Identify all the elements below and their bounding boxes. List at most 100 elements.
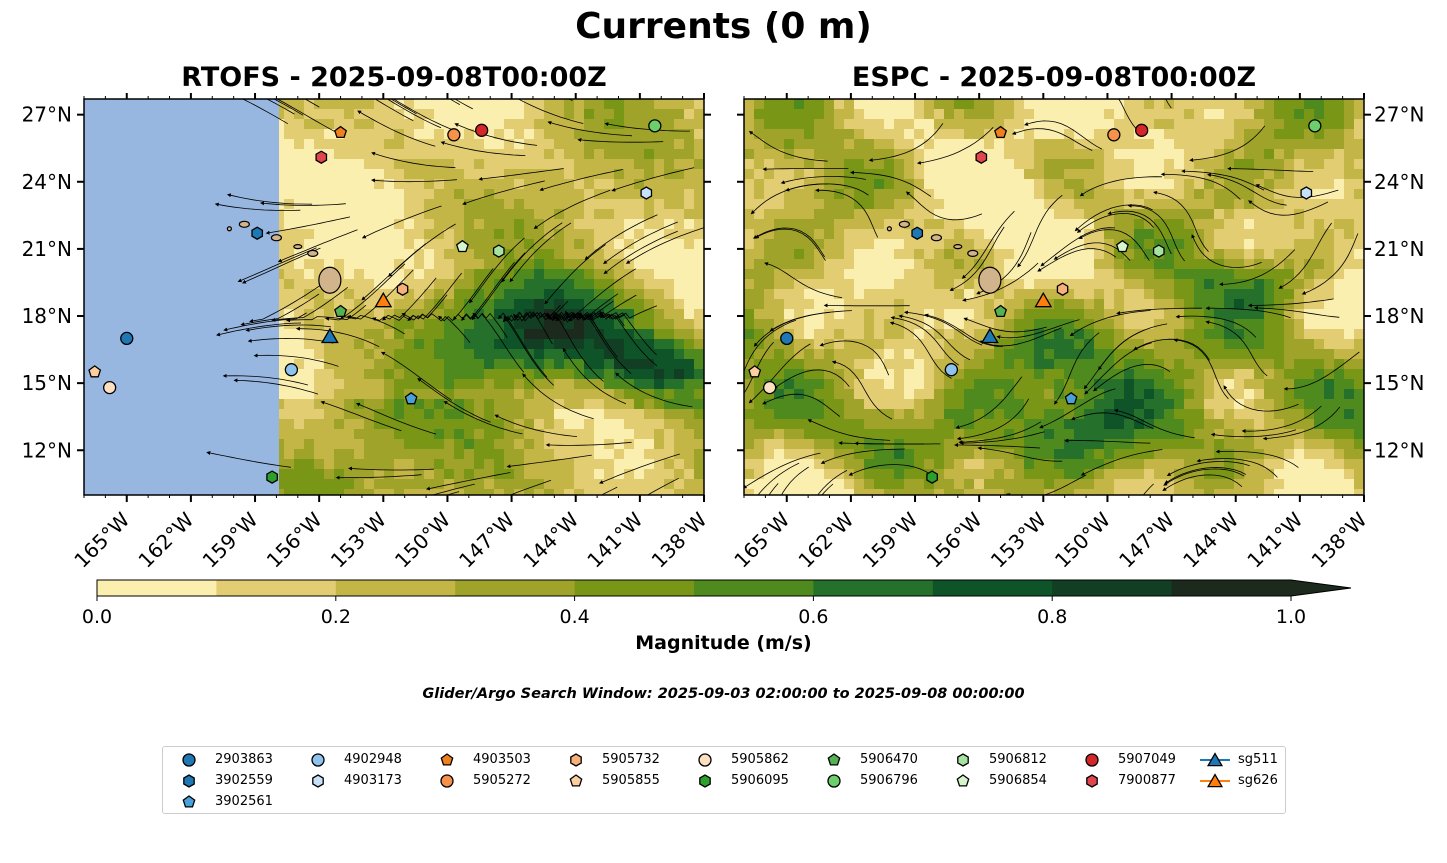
rtofs-lon-tick-label: 156°W bbox=[262, 507, 327, 572]
rtofs-lon-tick-label: 153°W bbox=[326, 507, 391, 572]
colorbar-segment bbox=[97, 580, 217, 596]
platform-marker-5905862 bbox=[763, 380, 777, 395]
legend-label: 5906812 bbox=[989, 752, 1047, 767]
platform-marker-4903173 bbox=[1300, 186, 1313, 200]
legend-label: 5906796 bbox=[860, 773, 918, 788]
search-window-text: Glider/Argo Search Window: 2025-09-03 02… bbox=[422, 686, 1025, 702]
hexagon-marker-icon bbox=[183, 774, 195, 788]
colorbar-segment bbox=[694, 580, 814, 596]
colorbar-tick-label: 0.0 bbox=[82, 606, 112, 628]
rtofs-lat-tick-label: 21°N bbox=[22, 237, 72, 261]
colorbar: 0.0 0.2 0.4 0.6 0.8 1.0 bbox=[82, 579, 1352, 628]
pentagon-marker-icon bbox=[827, 753, 841, 766]
espc-lon-tick-label: 138°W bbox=[1307, 507, 1372, 572]
legend-label: 5907049 bbox=[1118, 752, 1176, 767]
espc-lon-tick-label: 165°W bbox=[729, 507, 794, 572]
legend-label: 5905732 bbox=[602, 752, 660, 767]
colorbar-tick-label: 1.0 bbox=[1276, 606, 1306, 628]
legend-label: 3902561 bbox=[215, 794, 273, 809]
triangle-marker-icon bbox=[1200, 773, 1230, 788]
platform-marker-5906812 bbox=[492, 244, 505, 258]
hexagon-marker-icon bbox=[699, 774, 711, 788]
espc-streamlines bbox=[744, 99, 1360, 495]
platform-marker-4903173 bbox=[640, 186, 653, 200]
rtofs-map-panel: 165°W 162°W 159°W 156°W 153°W 150°W 147°W 144°W… bbox=[22, 93, 712, 573]
platform-marker-5906095 bbox=[266, 470, 278, 484]
colorbar-segment bbox=[455, 580, 576, 596]
platform-marker-sg626 bbox=[374, 291, 393, 308]
pentagon-marker-icon bbox=[182, 795, 196, 808]
legend-label: sg511 bbox=[1238, 752, 1278, 767]
legend-label: 4902948 bbox=[344, 752, 402, 767]
platform-marker-5905272 bbox=[447, 128, 461, 142]
platform-marker-5907049 bbox=[1135, 123, 1149, 137]
colorbar-segment bbox=[1052, 580, 1173, 596]
colorbar-segment bbox=[574, 580, 695, 596]
legend-label: 5905855 bbox=[602, 773, 660, 788]
colorbar-segment bbox=[1171, 580, 1292, 596]
espc-lat-tick-label: 12°N bbox=[1374, 438, 1424, 462]
legend-label: 5906095 bbox=[731, 773, 789, 788]
rtofs-panel-title: RTOFS - 2025-09-08T00:00Z bbox=[181, 62, 607, 93]
map-figure: 165°W 162°W 159°W 156°W 153°W 150°W 147°W 144°W… bbox=[22, 93, 1424, 628]
espc-lon-tick-label: 141°W bbox=[1242, 507, 1307, 572]
legend-label: 4903173 bbox=[344, 773, 402, 788]
platform-marker-5905855 bbox=[748, 365, 762, 378]
platform-marker-5905732 bbox=[396, 282, 409, 296]
platform-marker-7900877 bbox=[975, 150, 988, 164]
espc-lon-tick-label: 147°W bbox=[1114, 507, 1179, 572]
circle-marker-icon bbox=[182, 753, 196, 767]
rtofs-lat-tick-label: 12°N bbox=[22, 438, 72, 462]
platform-marker-5906854 bbox=[455, 239, 469, 253]
platform-marker-3902559 bbox=[251, 226, 264, 240]
espc-lon-tick-label: 150°W bbox=[1050, 507, 1115, 572]
espc-map-panel: 165°W 162°W 159°W 156°W 153°W 150°W 147°W 144°W… bbox=[729, 93, 1424, 573]
legend-label: 4903503 bbox=[473, 752, 531, 767]
legend-label: 5906470 bbox=[860, 752, 918, 767]
colorbar-segment bbox=[813, 580, 934, 596]
platform-marker-5906854 bbox=[1115, 239, 1129, 253]
platform-marker-5906812 bbox=[1152, 244, 1165, 258]
circle-marker-icon bbox=[311, 753, 325, 767]
platform-marker-5906095 bbox=[926, 470, 938, 484]
platform-marker-2903863 bbox=[780, 331, 794, 346]
rtofs-lon-tick-label: 165°W bbox=[69, 507, 134, 572]
hexagon-marker-icon bbox=[570, 753, 582, 767]
rtofs-lat-tick-label: 18°N bbox=[22, 304, 72, 328]
platform-marker-5905272 bbox=[1107, 128, 1121, 142]
platform-marker-7900877 bbox=[315, 150, 328, 164]
colorbar-segment bbox=[932, 580, 1053, 596]
hexagon-marker-icon bbox=[312, 774, 324, 788]
legend-label: 7900877 bbox=[1118, 773, 1176, 788]
platform-marker-4903503 bbox=[994, 125, 1008, 139]
colorbar-tick-label: 0.8 bbox=[1037, 606, 1067, 628]
legend-label: sg626 bbox=[1238, 773, 1278, 788]
platform-marker-5905732 bbox=[1056, 282, 1069, 296]
platform-marker-5906796 bbox=[1308, 119, 1322, 133]
espc-hawaii-islands bbox=[886, 220, 1002, 294]
rtofs-hawaii-islands bbox=[226, 220, 342, 294]
rtofs-lat-tick-label: 27°N bbox=[22, 103, 72, 127]
platform-marker-5905855 bbox=[88, 365, 102, 378]
espc-lat-tick-label: 27°N bbox=[1374, 103, 1424, 127]
espc-lon-tick-label: 144°W bbox=[1178, 507, 1243, 572]
circle-marker-icon bbox=[440, 774, 454, 788]
platform-marker-5907049 bbox=[475, 123, 489, 137]
platform-marker-5905862 bbox=[103, 380, 117, 395]
platform-marker-4902948 bbox=[944, 363, 959, 377]
figure-title: Currents (0 m) bbox=[575, 6, 872, 47]
legend-label: 5905862 bbox=[731, 752, 789, 767]
rtofs-lon-tick-label: 138°W bbox=[647, 507, 712, 572]
colorbar-tick-label: 0.2 bbox=[321, 606, 351, 628]
platform-marker-4902948 bbox=[284, 363, 299, 377]
espc-lat-tick-label: 18°N bbox=[1374, 304, 1424, 328]
rtofs-platform-markers bbox=[88, 119, 662, 484]
circle-marker-icon bbox=[698, 753, 712, 767]
platform-marker-3902561 bbox=[1064, 391, 1078, 405]
platform-marker-3902561 bbox=[404, 391, 418, 405]
espc-lon-tick-label: 159°W bbox=[858, 507, 923, 572]
espc-lon-tick-label: 162°W bbox=[793, 507, 858, 572]
rtofs-lon-tick-label: 159°W bbox=[198, 507, 263, 572]
legend-label: 2903863 bbox=[215, 752, 273, 767]
colorbar-label: Magnitude (m/s) bbox=[635, 632, 812, 654]
